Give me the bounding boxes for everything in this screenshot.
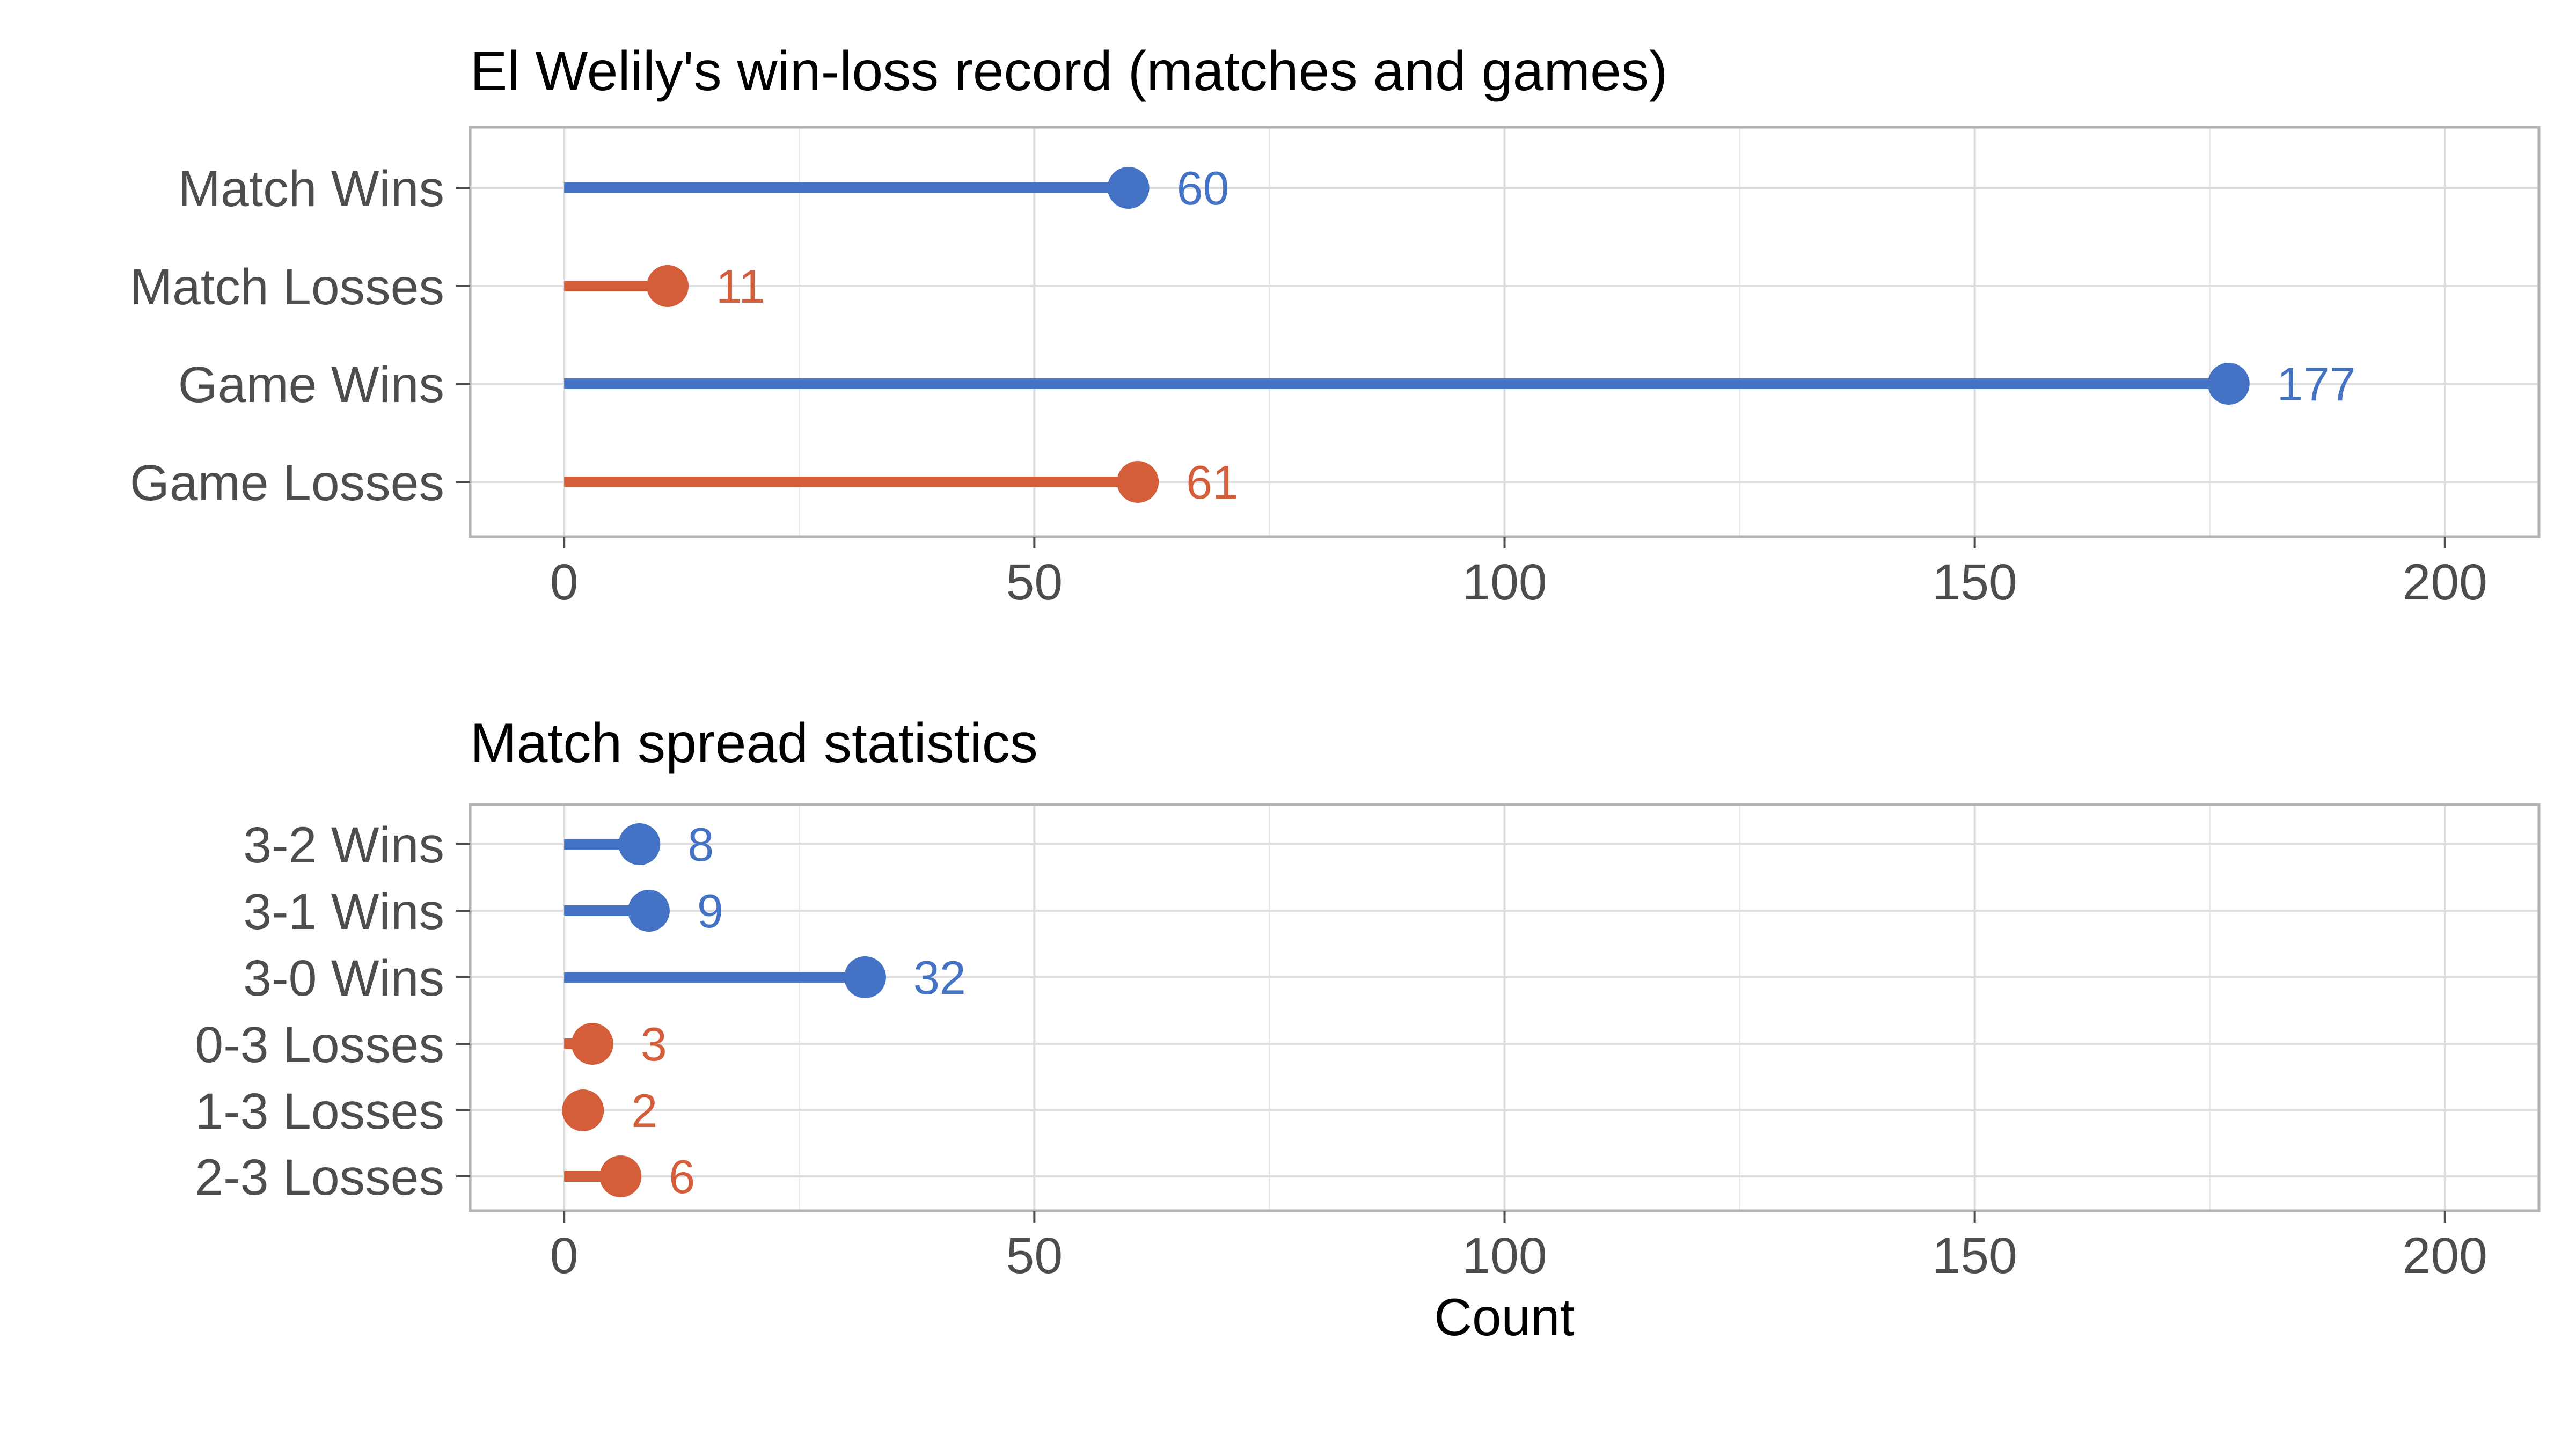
category-label: 3-2 Wins [243, 817, 444, 874]
lollipop-dot [646, 265, 689, 307]
data-label: 6 [669, 1150, 695, 1203]
lollipop-dot [599, 1155, 642, 1197]
x-tick-label: 50 [1006, 1227, 1063, 1284]
category-label: Match Wins [178, 160, 444, 217]
category-label: 0-3 Losses [195, 1016, 444, 1073]
data-label: 8 [687, 818, 714, 871]
data-label: 3 [641, 1018, 667, 1071]
category-label: 1-3 Losses [195, 1083, 444, 1140]
lollipop-dot [562, 1089, 604, 1131]
x-tick-label: 0 [550, 1227, 579, 1284]
panel-title: Match spread statistics [470, 712, 1038, 774]
category-axis: Match Wins Match Losses Game Wins Game Loss… [130, 160, 470, 511]
lollipop-dot [627, 890, 670, 932]
category-label: 2-3 Losses [195, 1149, 444, 1206]
category-label: 3-1 Wins [243, 883, 444, 940]
x-tick-label: 50 [1006, 554, 1063, 611]
data-label: 32 [913, 951, 966, 1004]
lollipop-dot [844, 956, 886, 998]
lollipop-dot [618, 823, 661, 865]
data-label: 2 [631, 1084, 657, 1137]
data-label: 9 [697, 884, 723, 938]
data-label: 60 [1177, 162, 1230, 215]
lollipop-dot [1117, 461, 1159, 503]
data-label: 177 [2277, 357, 2356, 411]
panel-title: El Welily's win-loss record (matches and… [470, 40, 1668, 103]
lollipop-dot [1107, 167, 1150, 209]
data-label: 11 [716, 260, 765, 313]
category-label: 3-0 Wins [243, 950, 444, 1007]
x-tick-label: 0 [550, 554, 579, 611]
category-axis: 3-2 Wins 3-1 Wins 3-0 Wins 0-3 Losses 1-3 Lo… [195, 817, 470, 1206]
data-label: 61 [1186, 456, 1239, 509]
win-loss-panel: El Welily's win-loss record (matches and… [130, 40, 2541, 611]
x-tick-label: 200 [2403, 1227, 2488, 1284]
x-tick-label: 100 [1462, 1227, 1547, 1284]
lollipop-dot [571, 1023, 613, 1065]
x-tick-label: 200 [2403, 554, 2488, 611]
category-label: Match Losses [130, 259, 444, 316]
x-axis-title: Count [1434, 1287, 1575, 1346]
x-tick-label: 150 [1932, 1227, 2017, 1284]
lollipop-dot [2207, 363, 2250, 405]
value-axis: 0 50 100 150 200 [550, 1211, 2487, 1284]
lollipop-marks: 60 11 177 61 [564, 162, 2356, 509]
value-axis: 0 50 100 150 200 [550, 537, 2487, 611]
x-tick-label: 100 [1462, 554, 1547, 611]
category-label: Game Losses [130, 455, 444, 511]
category-label: Game Wins [178, 356, 444, 413]
x-tick-label: 150 [1932, 554, 2017, 611]
